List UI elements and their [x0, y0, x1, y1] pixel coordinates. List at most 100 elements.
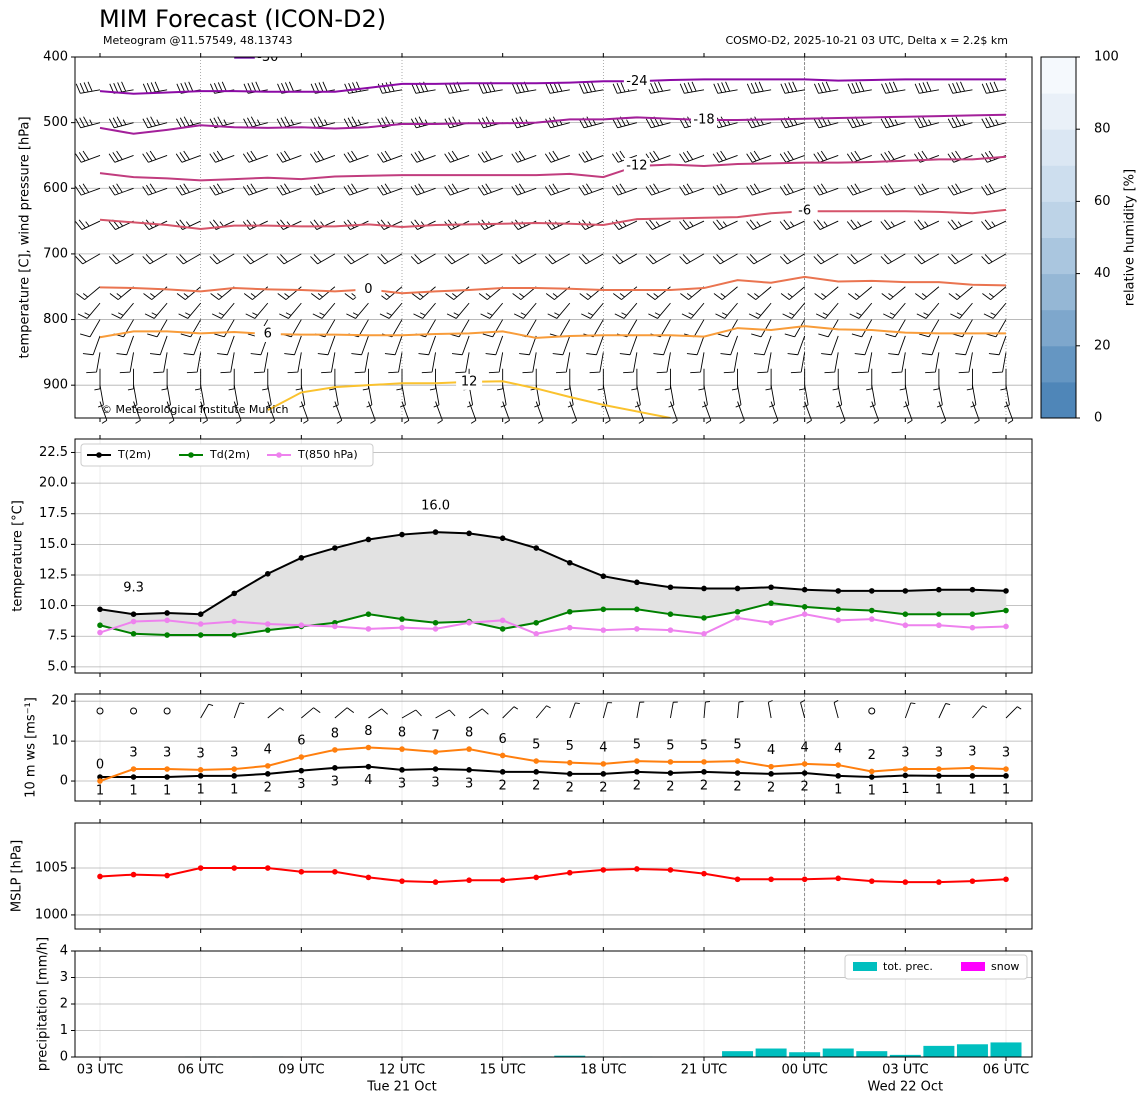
wind-barb	[242, 150, 268, 163]
contours: -30 -24 -18 -12 -6 0 6 12	[99, 57, 1007, 418]
series-point	[298, 767, 305, 774]
series-point	[264, 865, 271, 871]
wind-barb	[645, 253, 671, 265]
wind-barb	[880, 183, 906, 196]
wind-barb	[452, 335, 470, 356]
wind-barb	[277, 286, 302, 300]
chart-title: MIM Forecast (ICON-D2)	[99, 5, 386, 33]
series-point	[533, 769, 540, 775]
x-tick-label: 03 UTC	[77, 1063, 123, 1078]
wind-barb	[444, 253, 470, 265]
wind-barb	[344, 81, 369, 94]
wind-barb	[712, 253, 738, 265]
series-point	[164, 610, 170, 616]
series-point	[499, 626, 506, 632]
wind-barb	[512, 81, 537, 94]
wind-barb	[411, 81, 436, 94]
wind-barb	[175, 183, 201, 196]
series-point	[936, 766, 942, 772]
series-point	[533, 619, 540, 626]
subtitle: Meteogram @11.57549, 48.13743	[103, 34, 293, 47]
series-point	[432, 529, 439, 535]
series-point	[264, 570, 271, 577]
wind-barb	[972, 705, 987, 719]
series-point	[399, 624, 405, 631]
legend-box	[80, 443, 374, 467]
wind-barb	[748, 302, 772, 319]
wind-barb	[183, 335, 202, 356]
wind-barb	[623, 352, 638, 374]
wind-barb	[813, 150, 839, 163]
y-tick-label: 4	[60, 944, 68, 959]
series-point	[600, 771, 607, 777]
wind-barb	[712, 219, 738, 230]
wind-barb	[833, 700, 839, 719]
wind-barb	[418, 335, 436, 356]
y-tick-label: 5.0	[47, 659, 68, 674]
contour-label: 0	[364, 282, 372, 297]
panel-frame	[74, 56, 1033, 419]
series-point	[936, 622, 942, 629]
wind-barb	[153, 352, 168, 374]
wind-barb	[377, 253, 403, 265]
wind-barb	[108, 219, 134, 230]
wind-barb	[368, 401, 376, 424]
contour-label-bg	[623, 73, 650, 90]
wind-barb	[478, 81, 503, 94]
value-label: 2	[767, 780, 775, 795]
series-point	[566, 608, 573, 615]
series-point	[466, 619, 472, 626]
value-label: 1	[197, 782, 205, 797]
series-point	[600, 627, 607, 633]
wind-barb	[176, 286, 201, 300]
y-axis-label: MSLP [hPa]	[10, 840, 25, 912]
y-axis-label: temperature [C], wind pressure [hPa]	[18, 116, 33, 358]
wind-barb	[77, 302, 101, 319]
value-label: 2	[868, 748, 876, 763]
wind-barb	[545, 116, 570, 129]
colorbar-tick-label: 60	[1094, 194, 1111, 209]
wind-barb	[981, 81, 1007, 94]
wind-barb	[589, 352, 604, 374]
wind-barb	[970, 385, 977, 408]
wind-barb	[915, 286, 940, 300]
wind-barb	[885, 319, 906, 338]
wind-barb	[981, 219, 1007, 230]
wind-barb	[108, 253, 134, 265]
wind-barb	[75, 81, 101, 94]
series-point	[969, 586, 976, 593]
value-label: 1	[935, 782, 943, 797]
series-point	[332, 868, 338, 875]
wind-barb	[150, 335, 168, 356]
value-label: 6	[297, 734, 305, 749]
wind-barb	[214, 319, 235, 338]
wind-barb	[366, 385, 373, 408]
series-point	[231, 773, 238, 779]
x-tick-label: 09 UTC	[278, 1063, 324, 1078]
wind-barb	[233, 702, 245, 719]
y-tick-label: 12.5	[39, 567, 68, 582]
wind-barb	[178, 302, 202, 319]
colorbar-band	[1041, 345, 1076, 383]
value-label: 1	[129, 784, 137, 799]
series-point	[533, 874, 540, 881]
legend-box	[844, 954, 1028, 980]
series-point	[801, 604, 808, 610]
wind-barb	[165, 385, 172, 408]
value-label: 2	[633, 778, 641, 793]
value-label: 2	[532, 778, 540, 793]
contour-label: -12	[626, 158, 647, 173]
series-point	[801, 876, 808, 883]
contour-label-bg	[456, 373, 483, 390]
wind-barb	[209, 116, 235, 129]
wind-barb	[847, 116, 872, 129]
wind-barb	[578, 253, 604, 265]
wind-barb	[351, 335, 369, 356]
value-label: 3	[230, 746, 238, 761]
value-label: 4	[364, 773, 372, 788]
series-line	[99, 602, 1007, 637]
series-point	[634, 866, 640, 872]
value-label: 5	[532, 738, 540, 753]
colorbar-band	[1041, 273, 1076, 311]
wind-barb	[619, 335, 638, 356]
